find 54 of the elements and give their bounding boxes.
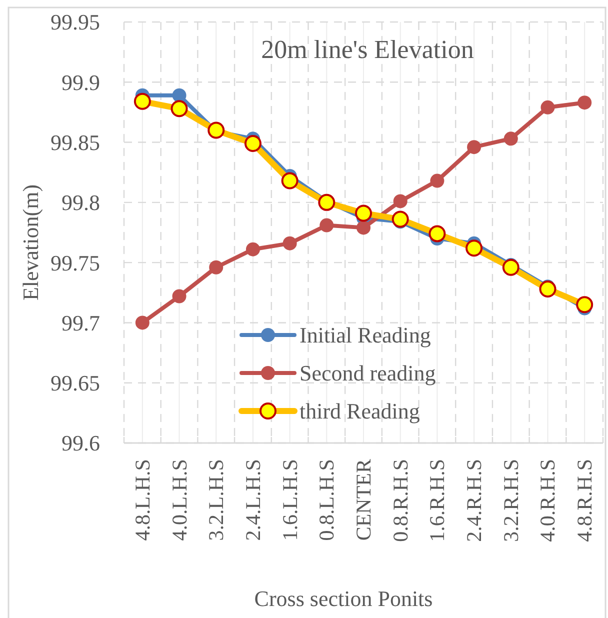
text: 20m line's Elevation xyxy=(261,35,474,64)
point xyxy=(467,140,482,154)
y-axis-title: Elevation(m) xyxy=(18,184,43,301)
point xyxy=(576,296,594,314)
x-tick-label: CENTER xyxy=(352,459,376,541)
x-tick-label: 3.2.L.H.S xyxy=(204,459,228,541)
legend-label: Second reading xyxy=(300,360,436,386)
legend-label: third Reading xyxy=(300,398,420,424)
point xyxy=(540,100,555,114)
y-tick-label: 99.95 xyxy=(50,10,100,35)
point xyxy=(172,88,186,102)
point xyxy=(504,132,518,146)
point xyxy=(393,194,408,208)
y-tick-label: 99.8 xyxy=(62,190,100,216)
point xyxy=(356,220,370,235)
point xyxy=(392,210,409,228)
y-tick-label: 99.85 xyxy=(50,130,100,155)
y-tick-label: 99.6 xyxy=(62,430,100,456)
point xyxy=(281,172,298,190)
point xyxy=(208,122,225,139)
point xyxy=(209,260,224,274)
x-tick-label: 2.4.L.H.S xyxy=(240,459,265,541)
y-tick-label: 99.75 xyxy=(50,250,100,276)
x-tick-label: 4.8.L.H.S xyxy=(130,459,154,541)
point xyxy=(428,225,446,242)
x-tick-label: 4.0.L.H.S xyxy=(167,459,192,541)
point xyxy=(502,258,520,276)
point xyxy=(172,289,186,304)
point xyxy=(318,194,336,211)
point xyxy=(539,280,556,298)
point xyxy=(466,240,483,257)
point xyxy=(320,218,334,232)
point xyxy=(355,204,372,222)
x-tick-label: 3.2.R.H.S xyxy=(498,459,523,542)
y-tick-label: 99.65 xyxy=(50,370,100,396)
x-tick-label: 0.8.R.H.S xyxy=(388,459,412,542)
point xyxy=(135,316,150,330)
point xyxy=(430,174,444,188)
point xyxy=(282,236,297,250)
x-tick-label: 1.6.L.H.S xyxy=(278,459,302,541)
point xyxy=(246,242,260,256)
point xyxy=(170,100,188,118)
point xyxy=(578,96,592,110)
y-tick-label: 99.9 xyxy=(62,70,100,95)
x-tick-label: 2.4.R.H.S xyxy=(462,459,486,542)
x-tick-label: 4.8.R.H.S xyxy=(572,459,597,542)
y-tick-label: 99.7 xyxy=(62,310,100,336)
point xyxy=(244,134,262,152)
legend-label: Initial Reading xyxy=(300,322,431,348)
point xyxy=(134,92,151,110)
x-axis-title: Cross section Ponits xyxy=(254,586,433,611)
x-tick-label: 1.6.R.H.S xyxy=(425,459,450,542)
x-tick-label: 4.0.R.H.S xyxy=(536,459,560,542)
x-tick-label: 0.8.L.H.S xyxy=(314,459,339,541)
